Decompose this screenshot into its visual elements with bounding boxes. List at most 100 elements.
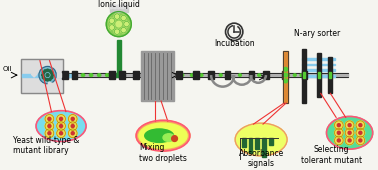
Ellipse shape [105,74,109,76]
Bar [22,74,41,76]
Circle shape [42,74,44,76]
Circle shape [345,121,354,130]
Bar [111,73,121,77]
Circle shape [68,122,77,130]
Circle shape [113,5,117,9]
Ellipse shape [81,74,85,76]
Bar [57,73,61,77]
Circle shape [44,78,46,80]
Circle shape [49,78,51,80]
Bar [48,82,53,87]
Bar [141,51,174,101]
Bar [328,57,332,93]
Bar [317,53,321,97]
Circle shape [46,69,49,72]
Circle shape [124,5,129,9]
Bar [263,71,269,79]
Bar [302,64,335,65]
Ellipse shape [137,121,189,150]
Bar [302,71,307,79]
Circle shape [46,79,49,81]
Ellipse shape [327,116,373,149]
Text: Oil: Oil [3,66,12,72]
Circle shape [57,115,65,123]
Ellipse shape [287,74,290,76]
Circle shape [51,74,54,76]
Circle shape [45,122,54,130]
Circle shape [51,72,53,74]
Circle shape [48,132,51,135]
Circle shape [42,72,45,74]
Bar [50,62,55,67]
Circle shape [356,129,365,137]
Bar [269,138,273,145]
Circle shape [284,79,288,83]
Circle shape [356,136,365,145]
Ellipse shape [293,74,296,76]
Circle shape [45,129,54,138]
Bar [113,7,116,12]
Circle shape [44,70,46,72]
Ellipse shape [65,74,68,76]
Bar [121,7,124,12]
Ellipse shape [191,74,193,76]
Ellipse shape [136,120,190,151]
Circle shape [124,21,129,27]
Circle shape [68,115,77,123]
Circle shape [109,5,113,9]
Bar [283,51,288,103]
Circle shape [49,70,51,72]
Circle shape [284,67,288,71]
Bar [302,69,335,71]
Circle shape [114,14,120,19]
Text: Selecting
tolerant mutant: Selecting tolerant mutant [301,145,362,165]
Text: Mixing
two droplets: Mixing two droplets [139,143,187,163]
Circle shape [359,139,362,142]
Ellipse shape [235,123,287,156]
Circle shape [114,29,120,35]
Circle shape [48,117,51,120]
Bar [56,74,71,76]
Circle shape [60,117,63,120]
Circle shape [109,18,115,23]
Circle shape [348,139,351,142]
Circle shape [68,129,77,138]
Ellipse shape [236,124,286,155]
Bar [117,39,121,73]
Bar [302,49,306,103]
Circle shape [42,76,45,79]
Circle shape [335,121,343,130]
Bar [62,71,68,79]
Circle shape [51,76,53,79]
Ellipse shape [139,123,187,148]
Circle shape [121,5,124,9]
Bar [110,7,113,12]
Circle shape [348,124,351,127]
Bar [256,138,259,149]
Bar [21,59,63,93]
Bar [208,71,214,79]
Circle shape [106,12,131,37]
Ellipse shape [89,74,93,76]
Ellipse shape [239,74,242,76]
Text: Yeast wild-type &
mutant library: Yeast wild-type & mutant library [13,136,79,155]
Ellipse shape [200,74,203,76]
Circle shape [57,122,65,130]
Ellipse shape [145,129,174,142]
Bar [318,72,320,78]
Circle shape [71,125,74,128]
Circle shape [345,136,354,145]
Bar [59,73,348,77]
Bar [21,59,63,93]
Circle shape [109,25,115,30]
Text: Absorbance
signals: Absorbance signals [239,149,284,168]
Text: N-ary sorter: N-ary sorter [294,29,340,38]
Bar [133,71,139,79]
Circle shape [117,5,121,9]
Circle shape [335,136,343,145]
Circle shape [71,117,74,120]
Circle shape [46,74,49,76]
Ellipse shape [300,74,303,76]
Bar [302,58,335,60]
Circle shape [121,27,126,33]
